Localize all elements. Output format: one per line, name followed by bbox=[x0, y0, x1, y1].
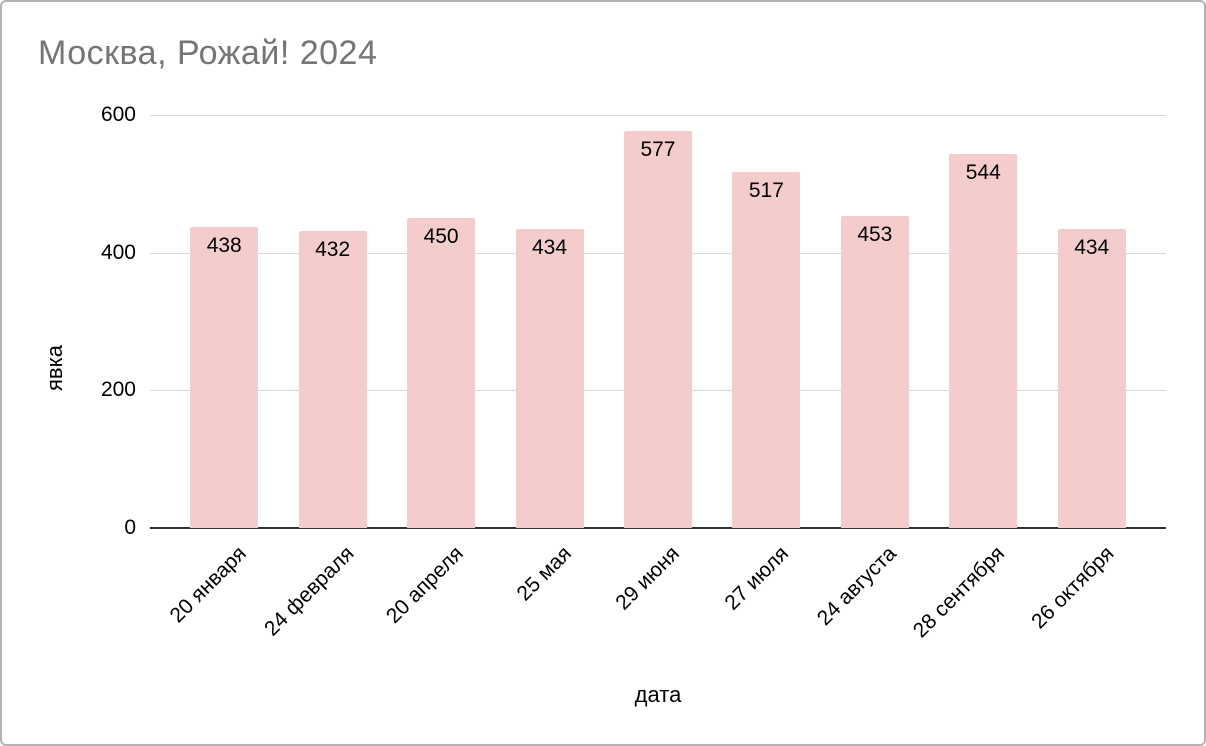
bar-slot: 453 24 августа bbox=[813, 115, 929, 630]
plot-region: 0 200 400 600 438 20 января 432 24 февраля 450 2… bbox=[101, 103, 1166, 642]
bar-6[interactable]: 517 bbox=[732, 172, 801, 528]
bar-value-label: 432 bbox=[315, 237, 351, 261]
bar-value-label: 434 bbox=[1074, 236, 1110, 260]
x-tick-label: 27 июля bbox=[719, 542, 793, 615]
bar-slot: 432 24 февраля bbox=[260, 115, 386, 640]
chart-title: Москва, Рожай! 2024 bbox=[38, 34, 378, 72]
bar-value-label: 450 bbox=[423, 225, 459, 249]
bar-5[interactable]: 577 bbox=[623, 130, 692, 528]
bar-slot: 577 29 июня bbox=[604, 115, 712, 615]
x-tick-label: 26 октября bbox=[1026, 542, 1118, 634]
x-axis-line bbox=[150, 527, 1166, 529]
bar-2[interactable]: 432 bbox=[298, 230, 367, 528]
bar-slot: 517 27 июля bbox=[712, 115, 820, 615]
bar-value-label: 434 bbox=[532, 236, 568, 260]
bar-4[interactable]: 434 bbox=[515, 229, 584, 528]
x-axis-title: дата bbox=[634, 682, 682, 707]
bar-1[interactable]: 438 bbox=[190, 226, 259, 528]
bar-value-label: 453 bbox=[857, 223, 893, 247]
bar-value-label: 517 bbox=[748, 179, 784, 203]
bar-3[interactable]: 450 bbox=[407, 218, 476, 528]
y-tick-label: 600 bbox=[100, 103, 136, 126]
y-axis-title: явка bbox=[42, 345, 67, 391]
bar-value-label: 577 bbox=[640, 137, 676, 161]
bar-slot: 438 20 января bbox=[165, 115, 278, 627]
bars-row: 438 20 января 432 24 февраля 450 20 апреля 434… bbox=[150, 115, 1166, 642]
y-tick-label: 200 bbox=[100, 378, 136, 402]
x-tick-label: 20 апреля bbox=[381, 542, 468, 628]
bar-slot: 434 26 октября bbox=[1027, 115, 1146, 633]
x-tick-label: 28 сентября bbox=[909, 542, 1010, 643]
y-tick-label: 400 bbox=[100, 240, 136, 264]
bar-slot: 450 20 апреля bbox=[381, 115, 495, 628]
gridline bbox=[150, 115, 1166, 116]
x-tick-label: 25 мая bbox=[512, 542, 576, 606]
y-tick-label: 0 bbox=[124, 516, 136, 539]
x-tick-label: 24 августа bbox=[813, 542, 902, 631]
x-tick-label: 20 января bbox=[165, 542, 251, 628]
bar-value-label: 438 bbox=[206, 233, 242, 257]
x-tick-label: 24 февраля bbox=[260, 542, 359, 641]
bar-8[interactable]: 544 bbox=[949, 153, 1018, 528]
bar-value-label: 544 bbox=[965, 160, 1001, 184]
x-tick-label: 29 июня bbox=[611, 542, 685, 615]
bar-slot: 434 25 мая bbox=[495, 115, 603, 605]
bar-7[interactable]: 453 bbox=[840, 216, 909, 528]
bar-9[interactable]: 434 bbox=[1057, 229, 1126, 528]
bar-slot: 544 28 сентября bbox=[909, 115, 1037, 642]
